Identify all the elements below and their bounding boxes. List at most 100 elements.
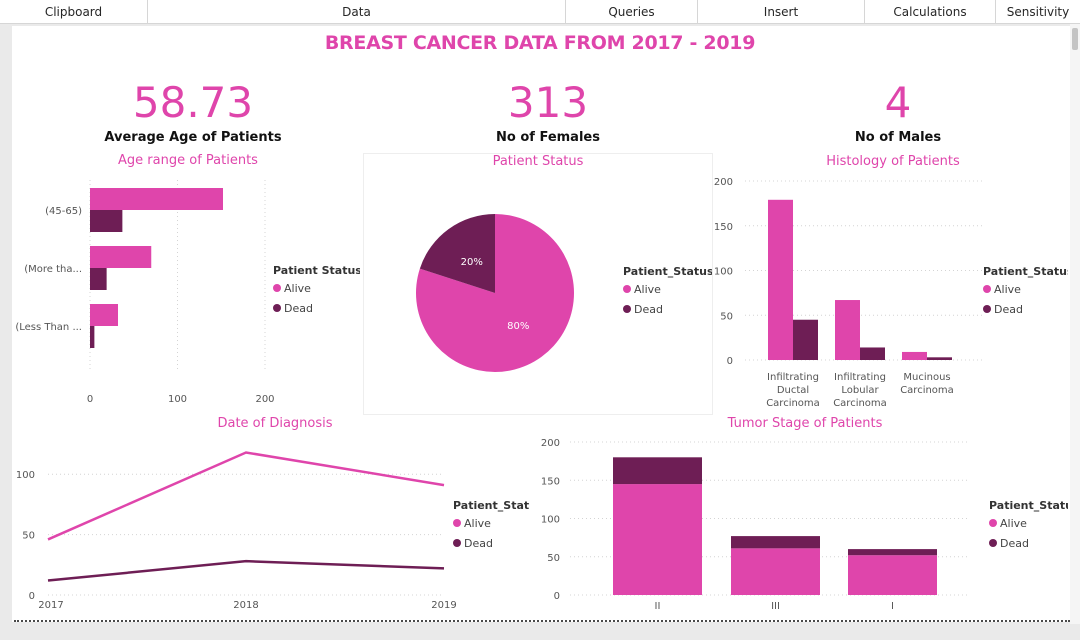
diagnosis-y-tick: 100	[16, 470, 35, 481]
tumor-y-tick: 100	[541, 515, 560, 526]
age-category-label: (Less Than ...	[15, 322, 82, 333]
tumor-stage-chart[interactable]: 050100150200IIIIIIPatient_StatusAliveDea…	[530, 434, 1068, 614]
histology-category-label: Carcinoma	[766, 398, 820, 409]
histology-bar-dead	[860, 347, 885, 360]
histology-bar-alive	[768, 199, 793, 360]
histology-category-label: Ductal	[777, 385, 809, 396]
date-of-diagnosis-chart[interactable]: 0 50 100 2017 2018 2019 Patient_Status Alive Dea…	[15, 434, 530, 614]
tumor-bar-dead	[848, 549, 937, 556]
tumor-category-label: III	[771, 601, 780, 612]
ribbon-group-calculations[interactable]: Calculations	[865, 0, 996, 24]
histology-legend-title: Patient_Status	[983, 265, 1068, 278]
age-range-chart[interactable]: 0 100 200 (45-65) (More tha... (Less Than ...…	[15, 172, 360, 412]
ribbon-group-queries[interactable]: Queries	[566, 0, 698, 24]
ribbon-group-insert[interactable]: Insert	[698, 0, 865, 24]
tumor-y-tick: 200	[541, 438, 560, 449]
status-legend-marker-dead	[623, 305, 631, 313]
status-legend-label-alive: Alive	[634, 283, 661, 296]
status-chart-title: Patient Status	[492, 154, 584, 169]
histology-y-tick: 100	[714, 267, 733, 278]
age-legend-label-dead: Dead	[284, 302, 313, 315]
diagnosis-x-tick: 2017	[38, 600, 63, 611]
tumor-legend-marker-alive	[989, 519, 997, 527]
kpi-females-value[interactable]: 313	[507, 78, 589, 127]
tumor-category-label: II	[655, 601, 661, 612]
diagnosis-line-dead	[47, 559, 445, 582]
histology-category-label: Carcinoma	[900, 385, 954, 396]
ribbon-group-sensitivity[interactable]: Sensitivity	[1006, 5, 1070, 19]
age-category-label: (More tha...	[24, 264, 82, 275]
diagnosis-x-tick: 2019	[431, 600, 456, 611]
pie-data-label-alive: 80%	[507, 321, 529, 332]
tumor-bar-alive	[731, 548, 820, 595]
diagnosis-chart-title: Date of Diagnosis	[217, 416, 333, 431]
kpi-males-label: No of Males	[854, 130, 942, 145]
age-legend-marker-alive	[273, 284, 281, 292]
histology-category-label: Carcinoma	[833, 398, 887, 409]
histology-bar-dead	[927, 357, 952, 360]
tumor-y-tick: 0	[554, 591, 560, 602]
status-legend-marker-alive	[623, 285, 631, 293]
histology-legend-marker-alive	[983, 285, 991, 293]
scrollbar-thumb[interactable]	[1072, 28, 1078, 50]
pie-slice-dead	[419, 214, 495, 293]
age-legend-marker-dead	[273, 304, 281, 312]
diagnosis-legend-marker-dead	[453, 539, 461, 547]
diagnosis-x-tick: 2018	[233, 600, 258, 611]
tumor-legend-marker-dead	[989, 539, 997, 547]
tumor-bar-dead	[613, 457, 702, 485]
tumor-y-tick: 50	[547, 553, 560, 564]
tumor-bar-alive	[613, 484, 702, 595]
histology-category-label: Infiltrating	[767, 372, 819, 383]
age-chart-title: Age range of Patients	[118, 153, 258, 168]
vertical-scrollbar[interactable]	[1070, 24, 1080, 624]
age-legend-title: Patient Status	[273, 264, 360, 277]
age-bar-dead	[90, 326, 95, 348]
diagnosis-line-alive	[47, 451, 445, 541]
diagnosis-legend-marker-alive	[453, 519, 461, 527]
tumor-legend-title: Patient_Status	[989, 499, 1068, 512]
tumor-legend-label-dead: Dead	[1000, 537, 1029, 550]
ribbon: Clipboard Data Queries Insert Calculatio…	[0, 0, 1080, 24]
diagnosis-legend-title: Patient_Status	[453, 499, 530, 512]
tumor-y-tick: 150	[541, 476, 560, 487]
histology-y-tick: 0	[727, 356, 733, 367]
ribbon-group-data[interactable]: Data	[148, 0, 566, 24]
histology-y-tick: 200	[714, 177, 733, 188]
page-boundary	[14, 620, 1070, 622]
ribbon-group-clipboard[interactable]: Clipboard	[0, 0, 148, 24]
age-x-tick: 200	[255, 394, 274, 405]
diagnosis-y-tick: 50	[22, 531, 35, 542]
age-bar-alive	[90, 304, 118, 326]
status-visual-border	[363, 153, 713, 415]
diagnosis-legend-label-alive: Alive	[464, 517, 491, 530]
kpi-males-value[interactable]: 4	[884, 78, 912, 127]
status-legend-label-dead: Dead	[634, 303, 663, 316]
histology-bar-dead	[793, 319, 818, 360]
diagnosis-legend-label-dead: Dead	[464, 537, 493, 550]
histology-chart[interactable]: 0 50 100 150 200 Infiltrating Ductal Carcinoma I…	[712, 172, 1068, 412]
status-legend-title: Patient_Status	[623, 265, 712, 278]
histology-bar-alive	[835, 300, 860, 360]
tumor-bar-alive	[848, 555, 937, 595]
histology-legend-label-alive: Alive	[994, 283, 1021, 296]
histology-category-label: Mucinous	[903, 372, 950, 383]
kpi-females-label: No of Females	[496, 130, 600, 145]
histology-bar-alive	[902, 351, 927, 360]
histology-category-label: Lobular	[841, 385, 879, 396]
diagnosis-y-tick: 0	[29, 591, 35, 602]
pie-data-label-dead: 20%	[461, 257, 483, 268]
age-bar-dead	[90, 210, 123, 232]
kpi-average-age-value[interactable]: 58.73	[132, 78, 254, 127]
age-bar-alive	[90, 188, 223, 210]
age-x-tick: 100	[168, 394, 187, 405]
age-bar-dead	[90, 268, 107, 290]
tumor-legend-label-alive: Alive	[1000, 517, 1027, 530]
histology-y-tick: 150	[714, 222, 733, 233]
histology-legend-label-dead: Dead	[994, 303, 1023, 316]
tumor-chart-title: Tumor Stage of Patients	[727, 416, 883, 431]
age-category-label: (45-65)	[45, 206, 82, 217]
tumor-bar-dead	[731, 536, 820, 549]
patient-status-chart[interactable]: 80% 20% Patient_Status Alive Dead	[364, 172, 712, 414]
histology-chart-title: Histology of Patients	[826, 154, 960, 169]
